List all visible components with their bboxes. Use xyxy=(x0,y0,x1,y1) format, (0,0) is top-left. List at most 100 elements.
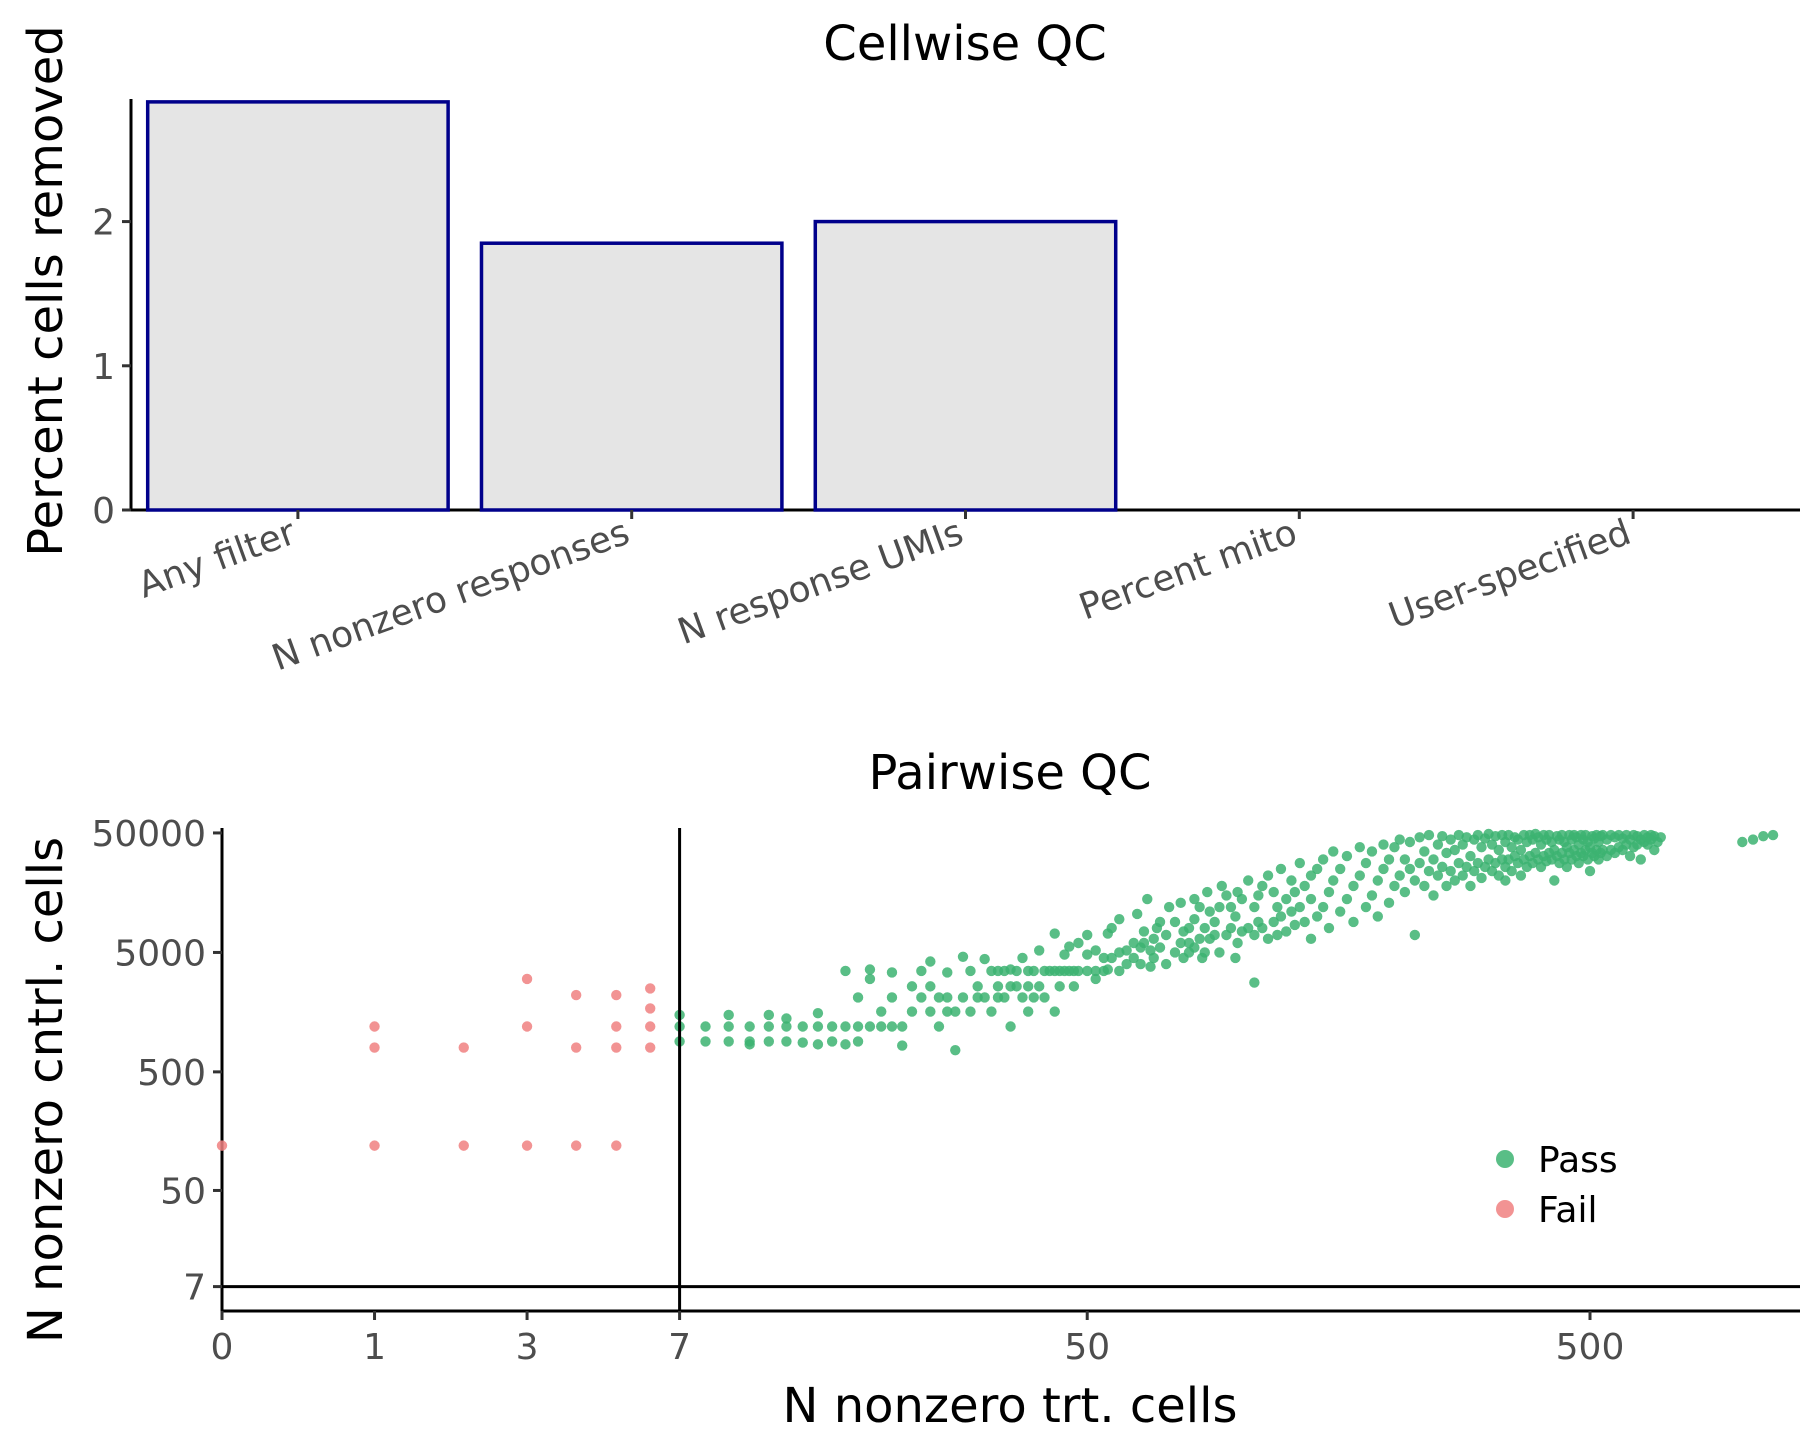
point-pass xyxy=(781,1036,792,1047)
pairwise-y-axis-title: N nonzero cntrl. cells xyxy=(18,837,74,1343)
point-pass xyxy=(1289,886,1301,898)
point-pass xyxy=(852,1036,864,1047)
point-pass xyxy=(723,1021,734,1032)
point-pass xyxy=(1449,844,1460,856)
point-pass xyxy=(1515,844,1527,856)
point-pass xyxy=(812,1021,824,1032)
point-pass xyxy=(1383,854,1395,865)
point-pass xyxy=(1419,880,1430,892)
point-pass xyxy=(1102,964,1114,975)
point-pass xyxy=(1106,922,1117,934)
point-pass xyxy=(1268,916,1279,928)
point-pass xyxy=(925,981,936,992)
point-pass xyxy=(781,1013,792,1024)
point-pass xyxy=(1243,875,1254,886)
point-pass xyxy=(1506,865,1517,877)
point-pass xyxy=(1090,945,1101,956)
point-pass xyxy=(1216,880,1227,892)
point-pass xyxy=(1028,992,1039,1003)
point-fail xyxy=(611,1042,622,1053)
point-pass xyxy=(1399,854,1411,865)
point-fail xyxy=(369,1042,380,1053)
point-pass xyxy=(986,1006,997,1017)
x-tick-label: 7 xyxy=(668,1327,691,1368)
point-pass xyxy=(1128,952,1139,964)
point-pass xyxy=(1305,933,1317,945)
point-pass xyxy=(1059,949,1070,960)
point-pass xyxy=(1635,854,1646,865)
point-pass xyxy=(1068,981,1080,992)
point-pass xyxy=(744,1036,755,1047)
point-pass xyxy=(1409,875,1421,886)
point-pass xyxy=(826,1036,838,1047)
point-pass xyxy=(906,1006,918,1017)
point-pass xyxy=(1515,870,1527,881)
point-pass xyxy=(1549,875,1560,886)
point-pass xyxy=(1204,906,1215,917)
point-pass xyxy=(1169,947,1181,958)
point-pass xyxy=(1230,952,1241,964)
point-pass xyxy=(1253,890,1264,901)
point-pass xyxy=(1500,875,1511,886)
point-pass xyxy=(1366,846,1378,857)
point-pass xyxy=(1414,832,1425,843)
point-pass xyxy=(700,1021,711,1032)
point-pass xyxy=(1366,890,1378,901)
point-pass xyxy=(1404,836,1416,848)
point-pass xyxy=(1022,1006,1034,1017)
point-pass xyxy=(1214,947,1225,958)
point-pass xyxy=(876,1006,887,1017)
x-tick-label-percent-mito: Percent mito xyxy=(1074,512,1302,629)
point-pass xyxy=(797,1037,808,1048)
point-pass xyxy=(826,1021,838,1032)
point-pass xyxy=(1767,829,1779,841)
point-pass xyxy=(1423,865,1435,877)
point-pass xyxy=(1476,872,1487,884)
point-pass xyxy=(1445,834,1456,845)
point-pass xyxy=(1383,897,1395,909)
x-tick-label-any-filter: Any filter xyxy=(133,512,301,607)
point-pass xyxy=(1378,839,1389,850)
cellwise-bars xyxy=(145,100,1118,512)
point-fail xyxy=(458,1042,469,1053)
point-pass xyxy=(1317,901,1329,913)
point-pass xyxy=(1232,937,1243,949)
point-pass xyxy=(1011,965,1022,977)
point-fail xyxy=(645,1021,656,1032)
point-pass xyxy=(1389,880,1400,892)
x-tick-label-user-specified: User-specified xyxy=(1384,512,1637,637)
point-pass xyxy=(1272,901,1283,913)
point-pass xyxy=(950,1006,961,1017)
point-pass xyxy=(1465,880,1476,892)
point-pass xyxy=(1154,916,1166,928)
point-pass xyxy=(1281,893,1292,905)
point-pass xyxy=(1311,863,1323,875)
point-fail xyxy=(570,1140,582,1151)
y-tick-label: 2 xyxy=(92,203,115,244)
point-pass xyxy=(1148,933,1159,945)
point-pass xyxy=(1299,880,1310,892)
point-pass xyxy=(1028,965,1039,977)
point-pass xyxy=(1098,952,1110,964)
point-fail xyxy=(521,1021,533,1032)
point-pass xyxy=(1209,929,1220,941)
point-pass xyxy=(925,956,936,967)
point-pass xyxy=(1317,854,1329,865)
cellwise-qc-panel: Cellwise QC Percent cells removed 0 1 2 An… xyxy=(18,16,1800,679)
point-pass xyxy=(1423,829,1435,841)
point-pass xyxy=(1445,865,1456,877)
y-tick-label: 50000 xyxy=(91,814,206,855)
point-pass xyxy=(1584,865,1596,877)
y-tick-label: 500 xyxy=(137,1053,206,1094)
point-pass xyxy=(1225,901,1237,913)
point-pass xyxy=(1249,901,1260,913)
point-pass xyxy=(1135,958,1146,970)
point-pass xyxy=(1414,857,1425,869)
point-pass xyxy=(744,1021,755,1032)
point-pass xyxy=(1655,832,1666,843)
point-pass xyxy=(1305,870,1317,881)
point-pass xyxy=(1199,922,1210,934)
point-pass xyxy=(1160,958,1172,970)
point-pass xyxy=(1049,928,1060,939)
point-pass xyxy=(1230,911,1241,922)
